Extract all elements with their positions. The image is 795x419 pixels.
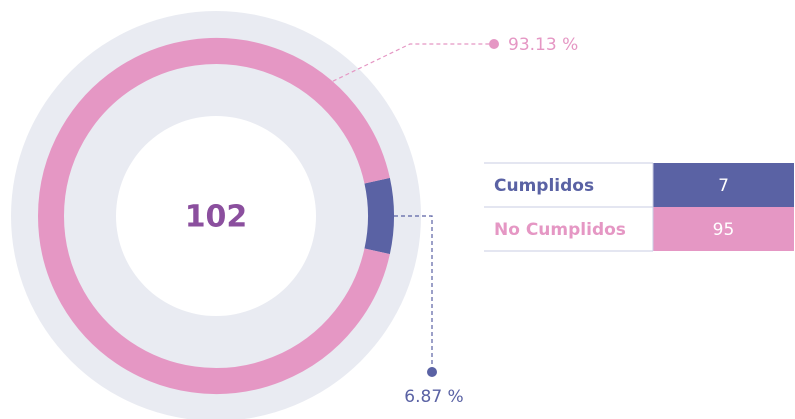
center-label: 102 [185, 200, 248, 235]
value-label: 93.13 % [508, 35, 578, 55]
value-label: 6.87 % [404, 387, 463, 407]
table-value: 95 [713, 220, 735, 240]
donut-segment [38, 38, 390, 394]
table-value: 7 [718, 176, 729, 196]
leader-line [326, 43, 494, 85]
table-label: Cumplidos [494, 176, 594, 196]
donut-hole [116, 116, 316, 316]
leader-dot [489, 39, 499, 49]
table-label: No Cumplidos [494, 220, 626, 240]
leader-dot [427, 367, 437, 377]
table-value-cell [653, 207, 794, 251]
donut-segment [364, 177, 394, 255]
table-value-cell [653, 163, 794, 207]
leader-line [394, 215, 433, 372]
